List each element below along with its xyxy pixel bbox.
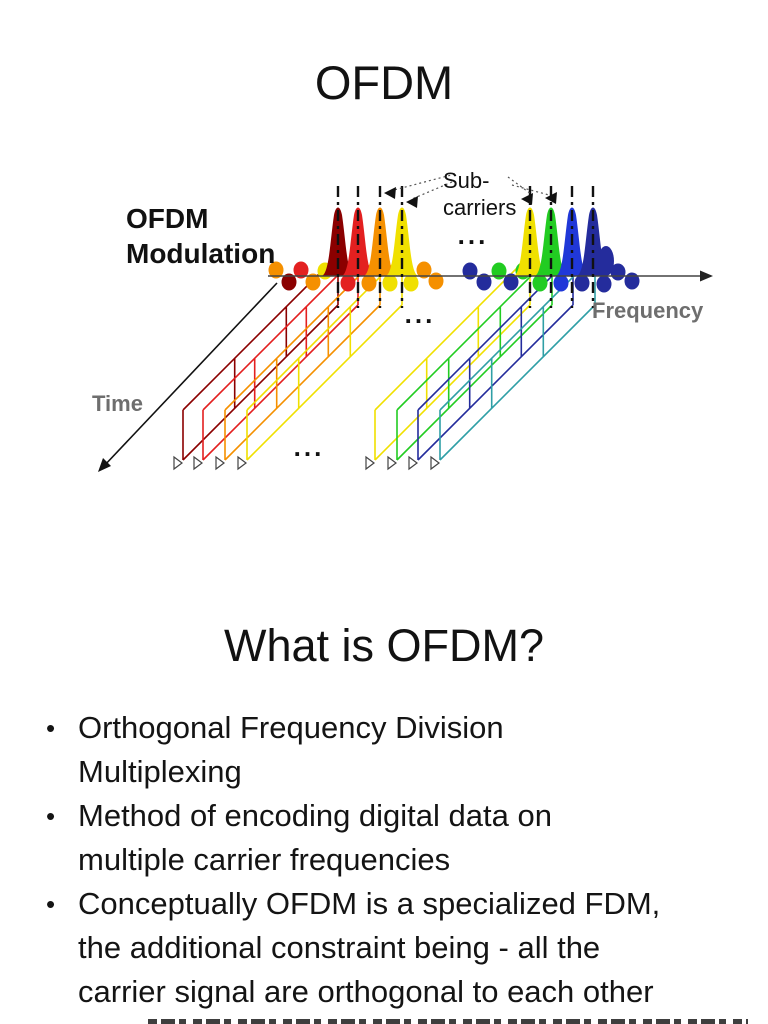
band-end-marker-icon: [387, 455, 397, 471]
time-axis-label: Time: [92, 391, 143, 416]
ellipsis-upper: ...: [458, 220, 489, 250]
bullet-line: Method of encoding digital data on: [78, 798, 552, 833]
side-lobe: [596, 275, 612, 293]
side-lobe: [403, 274, 419, 292]
ofdm-modulation-label-line2: Modulation: [126, 238, 275, 269]
side-lobe: [503, 273, 519, 291]
ellipsis-bottom: ...: [294, 432, 325, 462]
band-end-marker-icon: [237, 455, 247, 471]
time-symbol-band: [396, 254, 553, 461]
bullet-text: Orthogonal Frequency Division Multiplexi…: [78, 706, 504, 794]
subcarrier-center-dash-lines: [336, 186, 595, 308]
time-symbol-band: [224, 254, 381, 461]
frequency-axis-label: Frequency: [592, 298, 704, 323]
slide1-title: OFDM: [314, 56, 454, 109]
ofdm-modulation-label-line1: OFDM: [126, 203, 208, 234]
side-lobe: [476, 273, 492, 291]
time-axis-arrowhead-icon: [98, 458, 111, 472]
slide2-title: What is OFDM?: [223, 620, 545, 671]
bullet-marker: •: [46, 713, 56, 743]
time-symbol-band: [202, 254, 359, 461]
band-end-marker-icon: [408, 455, 418, 471]
subcarriers-label-line1: Sub-: [443, 168, 489, 193]
band-end-marker-icon: [215, 455, 225, 471]
band-end-marker-icon: [365, 455, 375, 471]
bullet-line: multiple carrier frequencies: [78, 842, 451, 877]
bullet-item: • Orthogonal Frequency Division Multiple…: [46, 706, 752, 794]
bullet-line: Orthogonal Frequency Division: [78, 710, 504, 745]
time-symbol-band: [246, 254, 403, 461]
side-lobe: [416, 261, 432, 279]
time-symbol-band: [374, 254, 531, 461]
time-axis: [102, 282, 278, 468]
ellipsis-middle: ...: [405, 299, 436, 329]
time-symbol-band: [417, 254, 574, 461]
bullet-marker: •: [46, 801, 56, 831]
frequency-axis-arrowhead-icon: [700, 270, 713, 282]
bullet-line: Multiplexing: [78, 754, 242, 789]
subcarrier-side-lobes: [268, 261, 640, 293]
side-lobe: [462, 262, 478, 280]
bullet-item: • Conceptually OFDM is a specialized FDM…: [46, 882, 752, 1014]
time-symbol-bands: [173, 254, 596, 471]
side-lobe: [491, 262, 507, 280]
side-lobe: [305, 273, 321, 291]
side-lobe: [553, 274, 569, 292]
side-lobe: [361, 274, 377, 292]
ofdm-modulation-diagram: OFDM Modulation Sub- carriers Frequency …: [92, 168, 713, 472]
subcarrier-pointer-arrowhead-icons: [384, 187, 557, 208]
side-lobe: [281, 273, 297, 291]
bullet-line: Conceptually OFDM is a specialized FDM,: [78, 886, 661, 921]
clipped-next-text-line: [148, 1019, 748, 1024]
bullet-text: Conceptually OFDM is a specialized FDM, …: [78, 882, 660, 1014]
side-lobe: [293, 261, 309, 279]
bullet-marker: •: [46, 889, 56, 919]
time-symbol-band: [182, 254, 339, 461]
side-lobe: [574, 274, 590, 292]
band-end-marker-icon: [193, 455, 203, 471]
time-symbol-band: [439, 254, 596, 461]
band-end-marker-icon: [430, 455, 440, 471]
side-lobe: [428, 272, 444, 290]
subcarrier-lobe-bump: [598, 246, 614, 276]
side-lobe: [532, 274, 548, 292]
subcarrier-pointer-lines: [393, 173, 550, 200]
bullet-list: • Orthogonal Frequency Division Multiple…: [46, 706, 752, 1014]
side-lobe: [268, 261, 284, 279]
bullet-line: carrier signal are orthogonal to each ot…: [78, 974, 654, 1009]
side-lobe: [340, 274, 356, 292]
bullet-text: Method of encoding digital data on multi…: [78, 794, 552, 882]
subcarriers-label-line2: carriers: [443, 195, 516, 220]
band-end-marker-icon: [173, 455, 183, 471]
side-lobe: [382, 274, 398, 292]
bullet-item: • Method of encoding digital data on mul…: [46, 794, 752, 882]
bullet-line: the additional constraint being - all th…: [78, 930, 601, 965]
side-lobe: [624, 272, 640, 290]
